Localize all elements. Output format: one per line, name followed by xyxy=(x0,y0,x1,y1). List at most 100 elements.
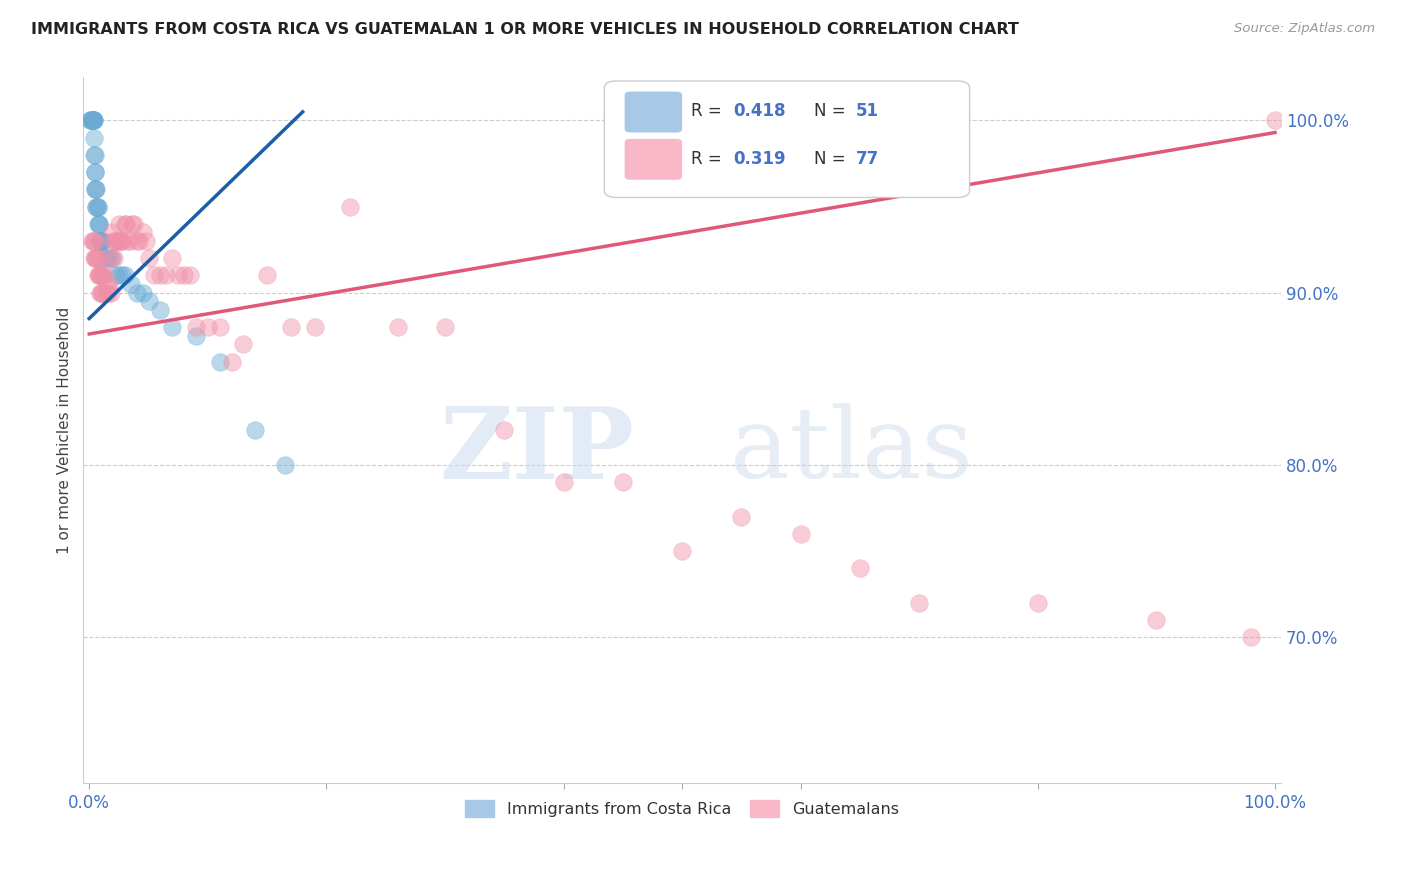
Point xyxy=(87,268,110,283)
Point xyxy=(82,113,104,128)
Point xyxy=(104,268,127,283)
Point xyxy=(387,320,409,334)
Text: 51: 51 xyxy=(856,103,879,120)
Point xyxy=(83,251,105,265)
Point xyxy=(80,234,103,248)
Point xyxy=(118,234,141,248)
Text: N =: N = xyxy=(814,150,851,168)
Point xyxy=(155,268,177,283)
Point xyxy=(120,277,142,291)
Point xyxy=(86,251,108,265)
Point xyxy=(83,113,105,128)
Point xyxy=(107,234,129,248)
Point xyxy=(433,320,456,334)
Point xyxy=(1026,596,1049,610)
Point xyxy=(114,268,136,283)
Point xyxy=(104,234,127,248)
Point xyxy=(90,234,112,248)
Point xyxy=(128,234,150,248)
Point xyxy=(93,285,115,300)
Point xyxy=(90,268,112,283)
Point xyxy=(80,113,103,128)
Text: 0.418: 0.418 xyxy=(734,103,786,120)
Point xyxy=(232,337,254,351)
Text: ZIP: ZIP xyxy=(439,403,634,500)
Point xyxy=(111,268,134,283)
Point xyxy=(90,234,112,248)
Point xyxy=(1240,630,1263,644)
Point xyxy=(208,354,231,368)
Point xyxy=(108,268,131,283)
Point xyxy=(339,200,361,214)
Point xyxy=(98,277,121,291)
Point xyxy=(86,200,108,214)
Text: 77: 77 xyxy=(856,150,879,168)
Point xyxy=(86,182,108,196)
Point xyxy=(84,234,107,248)
Point xyxy=(83,148,105,162)
Point xyxy=(93,234,115,248)
Point xyxy=(86,200,108,214)
Point xyxy=(93,251,115,265)
Point xyxy=(105,234,128,248)
Point xyxy=(1146,613,1168,627)
Point xyxy=(82,113,104,128)
Text: IMMIGRANTS FROM COSTA RICA VS GUATEMALAN 1 OR MORE VEHICLES IN HOUSEHOLD CORRELA: IMMIGRANTS FROM COSTA RICA VS GUATEMALAN… xyxy=(31,22,1019,37)
Text: Source: ZipAtlas.com: Source: ZipAtlas.com xyxy=(1234,22,1375,36)
Point xyxy=(96,277,118,291)
Point xyxy=(179,268,201,283)
Point xyxy=(84,165,107,179)
Point xyxy=(494,424,516,438)
Point xyxy=(908,596,931,610)
Point xyxy=(125,234,148,248)
Point xyxy=(94,285,117,300)
Point xyxy=(82,113,104,128)
Point xyxy=(103,251,125,265)
Point xyxy=(98,251,121,265)
Point xyxy=(91,285,114,300)
Point xyxy=(84,182,107,196)
Point xyxy=(1264,113,1286,128)
Point xyxy=(100,226,122,240)
Point xyxy=(131,226,153,240)
Point xyxy=(91,234,114,248)
Point xyxy=(730,509,752,524)
Point xyxy=(101,234,124,248)
Point xyxy=(89,285,111,300)
Point xyxy=(80,113,103,128)
Point xyxy=(114,217,136,231)
Point xyxy=(208,320,231,334)
Point xyxy=(86,251,108,265)
Text: R =: R = xyxy=(690,103,727,120)
Point xyxy=(87,217,110,231)
Point xyxy=(612,475,634,489)
Point xyxy=(84,165,107,179)
Point xyxy=(100,251,122,265)
Point xyxy=(84,148,107,162)
Point xyxy=(149,268,172,283)
Point xyxy=(553,475,575,489)
Point xyxy=(90,285,112,300)
Point xyxy=(83,113,105,128)
Point xyxy=(86,200,108,214)
Point xyxy=(87,268,110,283)
Point xyxy=(184,328,207,343)
Point xyxy=(111,234,134,248)
Point xyxy=(86,268,108,283)
Point xyxy=(79,113,101,128)
Point xyxy=(83,234,105,248)
Text: atlas: atlas xyxy=(730,404,973,500)
Point xyxy=(86,200,108,214)
Point xyxy=(124,217,146,231)
Point xyxy=(274,458,297,472)
Text: R =: R = xyxy=(690,150,727,168)
Text: 0.319: 0.319 xyxy=(734,150,786,168)
Point xyxy=(89,268,111,283)
Point xyxy=(79,113,101,128)
Point xyxy=(93,268,115,283)
Point xyxy=(82,113,104,128)
FancyBboxPatch shape xyxy=(624,92,682,133)
Point xyxy=(115,217,138,231)
Point xyxy=(167,268,190,283)
Point xyxy=(849,561,872,575)
